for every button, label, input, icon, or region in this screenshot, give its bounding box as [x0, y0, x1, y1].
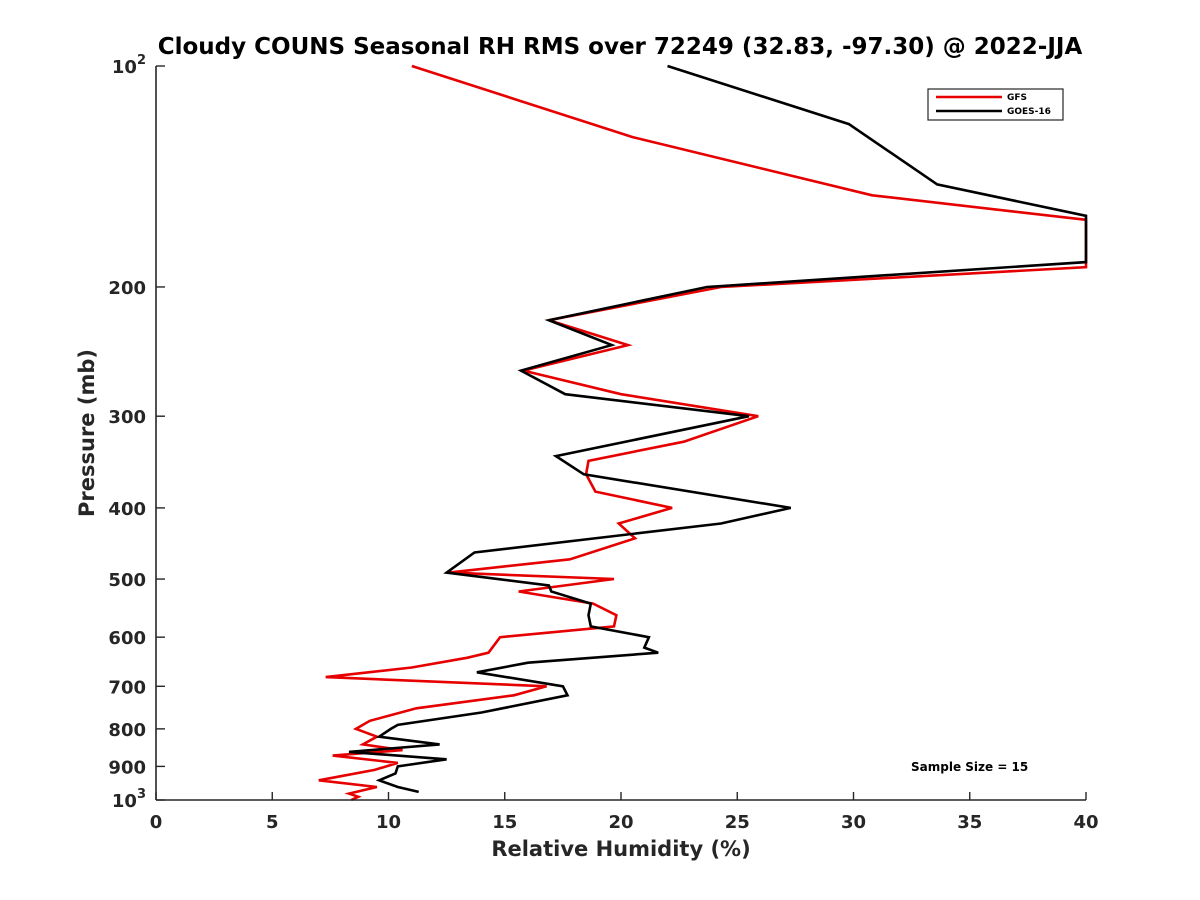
y-axis-label: Pressure (mb): [75, 349, 99, 517]
y-tick-label: 102: [112, 53, 146, 78]
legend-box: [927, 88, 1064, 121]
x-tick-label: 35: [957, 812, 982, 833]
y-ticks: 102 200 300 400 500 600 700 800 900 103: [108, 53, 165, 812]
series-line-goes16: [348, 64, 1088, 794]
y-tick-label: 900: [108, 757, 146, 778]
legend: GFS GOES-16: [927, 88, 1064, 121]
legend-label-goes16: GOES-16: [1007, 107, 1051, 117]
x-tick-label: 10: [376, 812, 401, 833]
x-tick-label: 15: [492, 812, 517, 833]
x-ticks: 0 5 10 15 20 25 30 35 40: [150, 792, 1099, 833]
y-tick-label: 300: [108, 407, 146, 428]
x-tick-label: 5: [266, 812, 279, 833]
y-tick-label: 600: [108, 628, 146, 649]
x-tick-label: 25: [725, 812, 750, 833]
x-tick-label: 40: [1073, 812, 1098, 833]
x-tick-label: 20: [608, 812, 633, 833]
legend-label-gfs: GFS: [1007, 93, 1027, 103]
chart-title: Cloudy COUNS Seasonal RH RMS over 72249 …: [158, 34, 1083, 60]
x-tick-label: 30: [841, 812, 866, 833]
y-tick-label: 500: [108, 570, 146, 591]
x-axis-label: Relative Humidity (%): [491, 837, 750, 861]
sample-size-annotation: Sample Size = 15: [911, 760, 1028, 774]
y-tick-label: 800: [108, 720, 146, 741]
x-tick-label: 0: [150, 812, 163, 833]
y-tick-label: 700: [108, 677, 146, 698]
series-layer: [318, 64, 1088, 802]
y-tick-label: 200: [108, 278, 146, 299]
y-tick-label: 103: [112, 787, 146, 812]
y-tick-label: 400: [108, 499, 146, 520]
